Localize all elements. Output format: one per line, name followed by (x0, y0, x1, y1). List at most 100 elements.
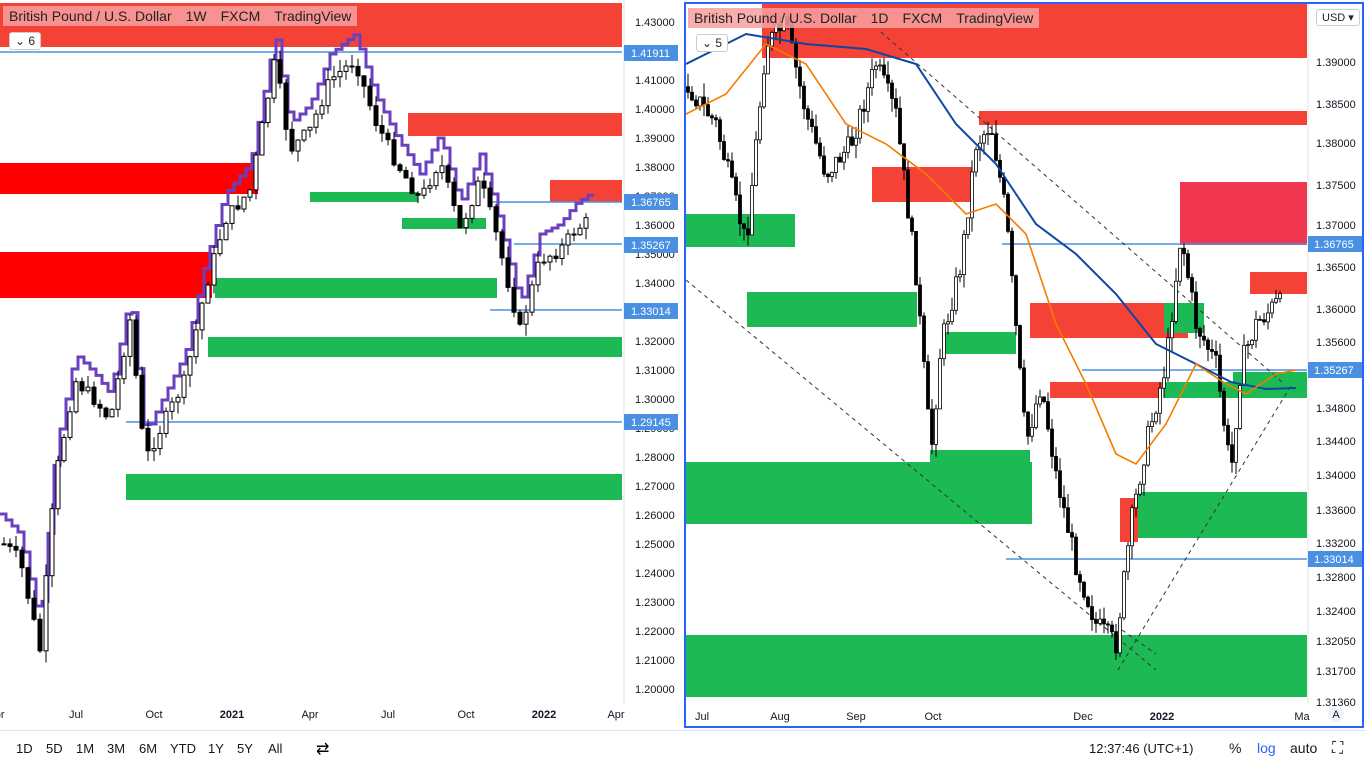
price-tick: 1.43000 (635, 17, 675, 29)
price-tag (624, 194, 678, 210)
demand-zone (126, 474, 622, 500)
supply-zone (1050, 382, 1162, 398)
log-toggle[interactable]: log (1257, 740, 1276, 756)
demand-zone (686, 635, 1307, 697)
supply-zone (550, 180, 622, 202)
legend-broker: FXCM (902, 10, 943, 26)
demand-zone (215, 278, 497, 298)
price-tag (1308, 236, 1362, 252)
left-chart-pane[interactable]: 1.430001.420001.410001.400001.390001.380… (0, 0, 681, 730)
price-tick: 1.22000 (635, 626, 675, 638)
right-price-axis[interactable]: 1.39000 1.38500 1.38000 1.37500 1.37000 1.365… (1316, 57, 1356, 709)
percent-toggle[interactable]: % (1229, 740, 1242, 756)
price-tag-label: 1.33014 (1314, 554, 1354, 566)
chevron-down-icon: ⌄ (702, 36, 713, 50)
price-tick: 1.34800 (1316, 403, 1356, 415)
right-indicators-toggle[interactable]: ⌄ 5 (696, 34, 729, 52)
left-price-axis[interactable]: 1.430001.420001.410001.400001.390001.380… (635, 17, 675, 696)
price-tick: 1.36500 (1316, 262, 1356, 274)
price-tick: 1.31360 (1316, 697, 1356, 709)
right-trend-channel (685, 31, 1293, 671)
price-tick: 1.32800 (1316, 572, 1356, 584)
price-tag (1308, 551, 1362, 567)
legend-interval: 1W (185, 8, 207, 24)
price-tick: 1.41000 (635, 75, 675, 87)
price-tick: 1.38000 (635, 162, 675, 174)
left-zones (0, 3, 622, 500)
left-candles (1, 50, 589, 663)
price-tick: 1.32050 (1316, 636, 1356, 648)
date-range-icon[interactable]: ⇄ (316, 741, 330, 758)
right-time-axis[interactable]: Jul Aug Sep Oct Dec 2022 Ma (695, 711, 1311, 723)
time-tick: Dec (1073, 711, 1093, 723)
right-price-tags: 1.36765 1.35267 1.33014 (1308, 236, 1362, 567)
left-time-axis[interactable]: Apr Jul Oct 2021 Apr Jul Oct 2022 Apr (0, 709, 625, 721)
time-tick: Jul (695, 711, 709, 723)
indicator-count: 6 (28, 34, 36, 48)
left-indicators-toggle[interactable]: ⌄ 6 (9, 32, 42, 50)
range-button-1m[interactable]: 1M (76, 741, 95, 756)
range-button-6m[interactable]: 6M (139, 741, 158, 756)
fullscreen-icon[interactable]: ⛶ (1332, 740, 1344, 757)
price-tick: 1.39000 (1316, 57, 1356, 69)
range-button-3m[interactable]: 3M (107, 741, 126, 756)
legend-platform: TradingView (274, 8, 352, 24)
legend-interval: 1D (870, 10, 889, 26)
price-tick: 1.25000 (635, 539, 675, 551)
time-tick: Jul (381, 709, 395, 721)
demand-zone (686, 462, 1032, 524)
supply-zone (0, 163, 258, 194)
price-tick: 1.36000 (635, 220, 675, 232)
time-tick: Apr (301, 709, 318, 721)
price-tick: 1.26000 (635, 510, 675, 522)
right-level-lines (1002, 243, 1307, 560)
time-tick: Oct (924, 711, 941, 723)
supply-zone (1030, 303, 1188, 338)
price-tag-label: 1.36765 (631, 197, 671, 209)
price-tick: 1.40000 (635, 104, 675, 116)
clock[interactable]: 12:37:46 (UTC+1) (1089, 741, 1194, 756)
demand-zone (1138, 492, 1307, 538)
supply-zone (979, 111, 1307, 125)
right-legend: British Pound / U.S. Dollar 1D FXCM Trading… (688, 8, 1040, 28)
range-button-ytd[interactable]: YTD (170, 741, 196, 756)
price-tag-label: 1.29145 (631, 417, 671, 429)
range-button-5y[interactable]: 5Y (237, 741, 253, 756)
right-chart-canvas[interactable]: 1.39000 1.38500 1.38000 1.37500 1.37000 1.365… (685, 4, 1362, 726)
time-tick: 2022 (1150, 711, 1174, 723)
price-tick: 1.35600 (1316, 337, 1356, 349)
right-chart-pane[interactable]: 1.39000 1.38500 1.38000 1.37500 1.37000 1.365… (684, 2, 1364, 728)
price-tick: 1.24000 (635, 568, 675, 580)
range-button-all[interactable]: All (268, 741, 283, 756)
left-price-tags: 1.41911 1.36765 1.35267 1.33014 1.29145 (624, 45, 678, 430)
time-tick: Apr (607, 709, 624, 721)
legend-symbol: British Pound / U.S. Dollar (694, 10, 857, 26)
auto-toggle[interactable]: auto (1290, 740, 1318, 756)
demand-zone (1164, 303, 1204, 333)
auto-scale-button[interactable]: A (1328, 706, 1344, 722)
price-tick: 1.31000 (635, 365, 675, 377)
price-tick: 1.23000 (635, 597, 675, 609)
demand-zone (930, 450, 1030, 462)
range-button-1d[interactable]: 1D (16, 741, 33, 756)
price-tag-label: 1.33014 (631, 306, 671, 318)
left-chart-canvas[interactable]: 1.430001.420001.410001.400001.390001.380… (0, 0, 681, 730)
price-tick: 1.31700 (1316, 666, 1356, 678)
price-tag (624, 45, 678, 61)
currency-select[interactable]: USD ▾ (1316, 9, 1360, 26)
legend-broker: FXCM (220, 8, 261, 24)
price-tag-label: 1.35267 (1314, 365, 1354, 377)
legend-symbol: British Pound / U.S. Dollar (9, 8, 172, 24)
demand-zone (942, 332, 1016, 354)
time-tick: Aug (770, 711, 790, 723)
fast-moving-average (685, 42, 1297, 466)
price-tick: 1.32000 (635, 336, 675, 348)
price-tick: 1.36000 (1316, 304, 1356, 316)
time-tick: Apr (0, 709, 5, 721)
price-tag (1308, 362, 1362, 378)
range-button-1y[interactable]: 1Y (208, 741, 224, 756)
range-button-5d[interactable]: 5D (46, 741, 63, 756)
price-tick: 1.33600 (1316, 505, 1356, 517)
supply-zone (1250, 272, 1307, 294)
price-tick: 1.37500 (1316, 180, 1356, 192)
